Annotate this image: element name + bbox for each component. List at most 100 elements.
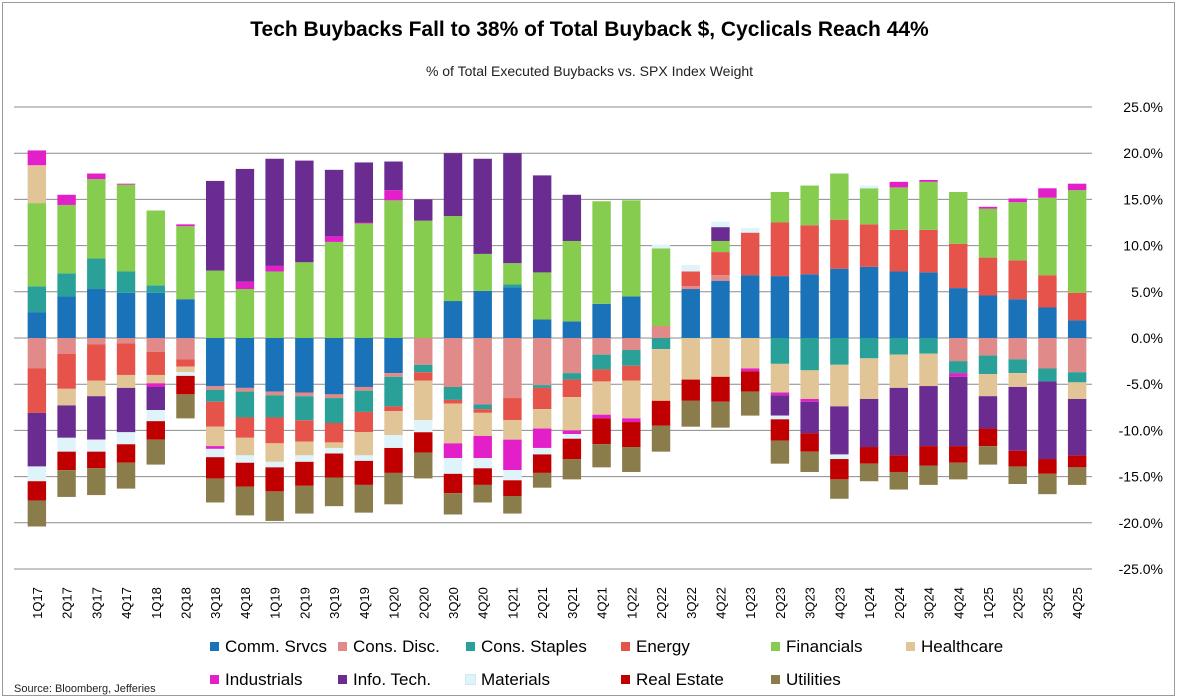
- bar-segment: [503, 287, 522, 338]
- legend-swatch: [771, 675, 780, 684]
- legend-label: Industrials: [225, 669, 303, 689]
- bar-segment: [651, 338, 671, 350]
- bar-segment: [205, 180, 225, 271]
- bar-segment: [919, 180, 938, 182]
- bar-segment: [562, 379, 582, 398]
- bar-segment: [503, 470, 522, 481]
- bar-segment: [711, 221, 730, 228]
- bar-segment: [949, 376, 968, 447]
- bar-segment: [949, 373, 968, 377]
- bar-segment: [87, 396, 106, 440]
- bar-segment: [146, 386, 165, 411]
- bar-segment: [949, 338, 968, 362]
- bar-segment: [27, 481, 47, 501]
- bar-segment: [324, 169, 344, 237]
- bar-segment: [354, 162, 374, 223]
- x-tick-label: 4Q17: [119, 587, 134, 619]
- bar-segment: [889, 471, 909, 490]
- bar-segment: [27, 466, 47, 482]
- legend-item-energy: Energy: [621, 637, 771, 657]
- legend-label: Financials: [786, 636, 863, 656]
- bar-segment: [295, 338, 314, 393]
- bar-segment: [384, 447, 403, 473]
- y-tick-label: 15.0%: [1123, 191, 1163, 207]
- bar-segment: [324, 453, 344, 478]
- legend-swatch: [466, 642, 475, 651]
- bar-segment: [354, 484, 374, 513]
- bar-segment: [859, 266, 879, 338]
- bar-segment: [57, 353, 76, 389]
- legend-swatch: [210, 675, 219, 684]
- legend-swatch: [338, 642, 347, 651]
- bar-segment: [978, 446, 998, 465]
- bar-segment: [1008, 373, 1027, 387]
- bar-segment: [889, 271, 909, 338]
- bar-segment: [562, 438, 582, 460]
- bar-segment: [740, 391, 760, 416]
- bar-segment: [443, 493, 463, 515]
- bar-segment: [592, 201, 611, 304]
- bar-segment: [176, 375, 195, 395]
- bar-segment: [1008, 260, 1027, 300]
- bar-segment: [443, 216, 463, 302]
- bar-segment: [116, 183, 136, 185]
- bar-segment: [651, 325, 671, 338]
- bar-segment: [800, 451, 819, 472]
- bar-segment: [889, 187, 909, 230]
- bar-segment: [1008, 198, 1027, 203]
- legend-label: Cons. Disc.: [353, 636, 440, 656]
- bar-segment: [622, 365, 641, 381]
- bar-segment: [443, 301, 463, 338]
- bar-segment: [1067, 372, 1087, 383]
- bar-segment: [146, 338, 165, 352]
- x-tick-label: 1Q17: [30, 587, 45, 619]
- bar-segment: [235, 289, 255, 338]
- bar-segment: [859, 185, 879, 189]
- bar-segment: [978, 396, 998, 429]
- bar-segment: [562, 338, 582, 374]
- bar-segment: [978, 206, 998, 209]
- bar-segment: [919, 181, 938, 230]
- bar-segment: [830, 364, 849, 407]
- bar-segment: [384, 435, 403, 448]
- bar-segment: [770, 363, 790, 393]
- bar-segment: [770, 392, 790, 396]
- bar-segment: [592, 381, 611, 415]
- x-tick-label: 2Q24: [892, 587, 907, 619]
- bar-segment: [205, 401, 225, 427]
- bar-segment: [265, 417, 284, 444]
- bar-segment: [651, 400, 671, 426]
- bar-segment: [1008, 299, 1027, 338]
- bar-segment: [354, 432, 374, 456]
- bar-segment: [354, 386, 374, 391]
- bar-segment: [27, 338, 47, 369]
- bar-segment: [949, 462, 968, 480]
- bar-segment: [384, 472, 403, 505]
- bar-segment: [176, 359, 195, 367]
- bar-segment: [265, 158, 284, 266]
- bar-segment: [176, 299, 195, 338]
- bar-segment: [265, 491, 284, 521]
- x-tick-label: 3Q18: [208, 587, 223, 619]
- bar-segment: [859, 338, 879, 359]
- bar-segment: [919, 386, 938, 447]
- bar-segment: [562, 430, 582, 435]
- chart-subtitle: % of Total Executed Buybacks vs. SPX Ind…: [425, 63, 754, 79]
- bar-segment: [919, 338, 938, 354]
- bar-segment: [1038, 275, 1057, 308]
- bar-segment: [384, 376, 403, 407]
- bar-segment: [562, 459, 582, 480]
- x-tick-label: 4Q24: [951, 587, 966, 619]
- x-tick-label: 3Q24: [922, 587, 937, 619]
- bar-segment: [592, 303, 611, 338]
- y-tick-label: -25.0%: [1119, 561, 1163, 577]
- bar-segment: [830, 219, 849, 269]
- bar-segment: [295, 392, 314, 397]
- legend-swatch: [210, 642, 219, 651]
- bar-segment: [1067, 382, 1087, 399]
- bar-segment: [354, 222, 374, 224]
- bar-segment: [622, 380, 641, 419]
- bar-segment: [532, 385, 552, 388]
- bar-segment: [532, 338, 552, 386]
- bar-segment: [443, 473, 463, 494]
